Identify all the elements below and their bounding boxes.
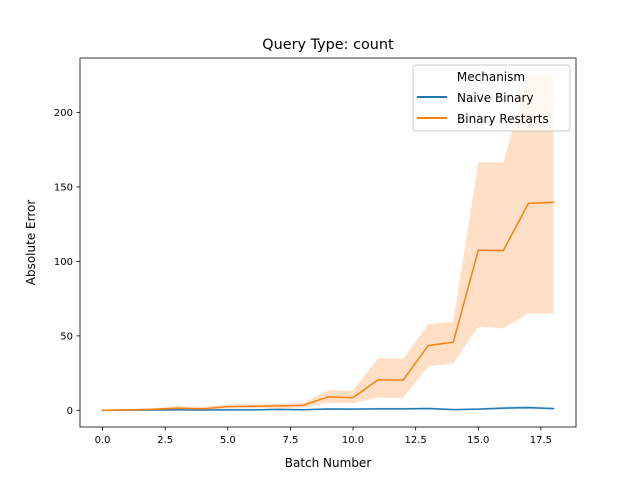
data-point-binary-restarts — [251, 405, 254, 408]
data-point-naive-binary — [552, 407, 555, 410]
series-lines — [101, 201, 555, 412]
x-tick-label: 2.5 — [157, 435, 173, 446]
data-point-naive-binary — [477, 408, 480, 411]
legend-box — [412, 64, 571, 132]
y-tick-label: 100 — [54, 257, 73, 268]
x-axis-ticks: 0.0 2.5 5.0 7.5 10.0 12.5 15.0 17.5 — [95, 427, 552, 446]
data-point-naive-binary — [276, 408, 279, 411]
chart-title: Query Type: count — [262, 37, 394, 53]
x-tick-label: 0.0 — [95, 435, 111, 446]
data-point-binary-restarts — [352, 396, 355, 399]
data-point-binary-restarts — [101, 409, 104, 412]
data-point-binary-restarts — [301, 404, 304, 407]
y-tick-label: 50 — [60, 331, 73, 342]
data-point-naive-binary — [502, 407, 505, 410]
data-point-naive-binary — [301, 408, 304, 411]
legend-label-naive-binary: Naive Binary — [457, 91, 534, 105]
series-line-naive-binary — [101, 406, 555, 412]
data-point-binary-restarts — [427, 344, 430, 347]
data-point-naive-binary — [427, 407, 430, 410]
legend: Mechanism Naive Binary Binary Restarts — [412, 64, 571, 132]
y-tick-label: 0 — [67, 406, 73, 417]
y-axis-ticks: 0 50 100 150 200 — [54, 108, 80, 417]
data-point-binary-restarts — [226, 405, 229, 408]
data-point-naive-binary — [402, 407, 405, 410]
plot-area-frame — [79, 57, 577, 428]
data-point-binary-restarts — [402, 379, 405, 382]
data-point-binary-restarts — [502, 249, 505, 252]
data-point-naive-binary — [377, 407, 380, 410]
y-tick-label: 150 — [54, 182, 73, 193]
data-point-naive-binary — [527, 406, 530, 409]
x-tick-label: 15.0 — [467, 435, 489, 446]
confidence-band-binary-restarts — [102, 75, 554, 411]
data-point-binary-restarts — [126, 408, 129, 411]
data-point-binary-restarts — [527, 202, 530, 205]
data-point-binary-restarts — [377, 378, 380, 381]
x-tick-label: 5.0 — [220, 435, 236, 446]
y-tick-label: 200 — [54, 108, 73, 119]
data-point-binary-restarts — [151, 408, 154, 411]
x-tick-label: 7.5 — [282, 435, 298, 446]
data-point-naive-binary — [352, 408, 355, 411]
x-axis-label: Batch Number — [285, 456, 372, 470]
legend-title: Mechanism — [457, 70, 525, 84]
data-point-binary-restarts — [477, 249, 480, 252]
data-point-naive-binary — [226, 408, 229, 411]
data-point-binary-restarts — [176, 407, 179, 410]
data-point-naive-binary — [452, 408, 455, 411]
data-point-binary-restarts — [327, 395, 330, 398]
data-point-binary-restarts — [552, 201, 555, 204]
x-tick-label: 17.5 — [530, 435, 552, 446]
x-tick-label: 12.5 — [405, 435, 427, 446]
series-line-binary-restarts — [101, 201, 555, 412]
data-point-binary-restarts — [201, 407, 204, 410]
data-point-binary-restarts — [452, 341, 455, 344]
data-point-naive-binary — [251, 408, 254, 411]
data-point-binary-restarts — [276, 404, 279, 407]
x-tick-label: 10.0 — [342, 435, 364, 446]
y-axis-label: Absolute Error — [24, 200, 38, 286]
legend-label-binary-restarts: Binary Restarts — [457, 112, 549, 126]
data-point-naive-binary — [327, 407, 330, 410]
